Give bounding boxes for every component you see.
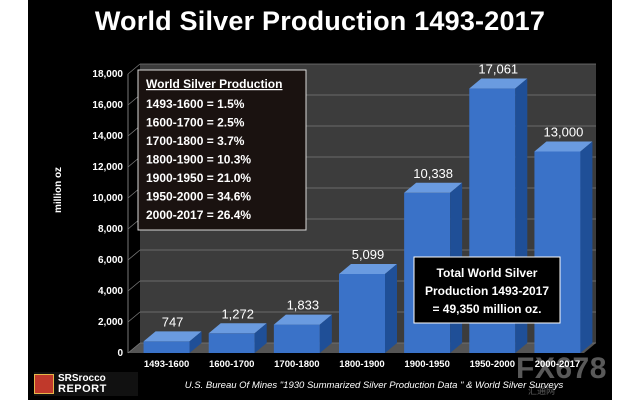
- bar-side: [189, 331, 202, 353]
- x-tick-label: 1700-1800: [274, 359, 319, 370]
- share-box-row: 1900-1950 = 21.0%: [146, 171, 251, 185]
- bar: [339, 273, 385, 353]
- share-box-row: 2000-2017 = 26.4%: [146, 208, 251, 222]
- share-box-row: 1493-1600 = 1.5%: [146, 97, 245, 111]
- y-tick-label: 8,000: [98, 224, 123, 235]
- x-tick-label: 2000-2017: [535, 359, 580, 370]
- y-tick-label: 2,000: [98, 317, 123, 328]
- bar-value-label: 13,000: [544, 125, 584, 140]
- bar-side: [580, 141, 593, 353]
- chart-frame: World Silver Production 1493-2017 0 2,000…: [28, 0, 612, 400]
- bar-chart: 0 2,000 4,000 6,000 8,000 10,000 12,000 14,000 1…: [53, 62, 596, 370]
- bar-value-label: 1,833: [287, 298, 320, 313]
- x-tick-label: 1800-1900: [339, 359, 384, 370]
- chart-title: World Silver Production 1493-2017: [94, 6, 546, 36]
- bar-side: [319, 314, 332, 353]
- bar-value-label: 1,272: [221, 306, 254, 321]
- bar-value-label: 5,099: [352, 247, 385, 262]
- x-tick-label: 1900-1950: [404, 359, 449, 370]
- y-tick-label: 0: [117, 348, 123, 359]
- bar-top: [273, 314, 332, 325]
- y-tick-label: 6,000: [98, 255, 123, 266]
- x-tick-label: 1950-2000: [470, 359, 515, 370]
- logo-mark-icon: [34, 374, 54, 394]
- total-box: [413, 256, 561, 324]
- source-note: U.S. Bureau Of Mines "1930 Summarized Si…: [184, 380, 564, 391]
- bar-top: [534, 141, 593, 152]
- bar-top: [143, 331, 202, 342]
- bar: [143, 341, 190, 353]
- bar: [208, 333, 255, 353]
- total-box-line: Production 1493-2017: [425, 284, 549, 298]
- bar-top: [208, 323, 267, 334]
- bar-value-label: 747: [162, 314, 184, 329]
- y-axis-title: million oz: [53, 167, 64, 213]
- gridline-side: [127, 249, 141, 261]
- bar-side: [385, 263, 397, 353]
- bar-top: [469, 78, 528, 89]
- share-box: [137, 69, 307, 231]
- y-tick-label: 14,000: [92, 131, 123, 142]
- srsrocco-logo: SRSrocco REPORT: [34, 372, 138, 396]
- bar: [273, 324, 320, 353]
- share-box-row: 1700-1800 = 3.7%: [146, 134, 245, 148]
- bar-value-label: 17,061: [478, 62, 518, 77]
- logo-line1: SRSrocco: [58, 373, 106, 384]
- bar-side: [254, 323, 267, 353]
- y-tick-label: 4,000: [98, 286, 123, 297]
- gridline-side: [127, 342, 141, 354]
- y-tick-label: 18,000: [92, 69, 123, 80]
- y-tick-label: 12,000: [92, 162, 123, 173]
- y-tick-label: 16,000: [92, 100, 123, 111]
- x-tick-label: 1600-1700: [209, 359, 254, 370]
- share-box-heading: World Silver Production: [146, 77, 282, 91]
- gridline-side: [127, 280, 141, 292]
- watermark-main: FX678: [516, 352, 607, 385]
- y-tick-label: 10,000: [92, 193, 123, 204]
- gridline-side: [127, 63, 141, 75]
- share-box-row: 1800-1900 = 10.3%: [146, 153, 251, 167]
- total-box-line: Total World Silver: [437, 266, 538, 280]
- bar-value-label: 10,338: [413, 166, 453, 181]
- watermark-sub: 汇通网: [528, 386, 556, 396]
- share-box-row: 1950-2000 = 34.6%: [146, 190, 251, 204]
- gridline-side: [127, 311, 141, 323]
- x-tick-label: 1493-1600: [144, 359, 189, 370]
- logo-line2: REPORT: [58, 383, 107, 395]
- bar-top: [404, 182, 463, 193]
- bar-top: [339, 263, 397, 274]
- share-box-row: 1600-1700 = 2.5%: [146, 116, 245, 130]
- total-box-line: = 49,350 million oz.: [432, 302, 541, 316]
